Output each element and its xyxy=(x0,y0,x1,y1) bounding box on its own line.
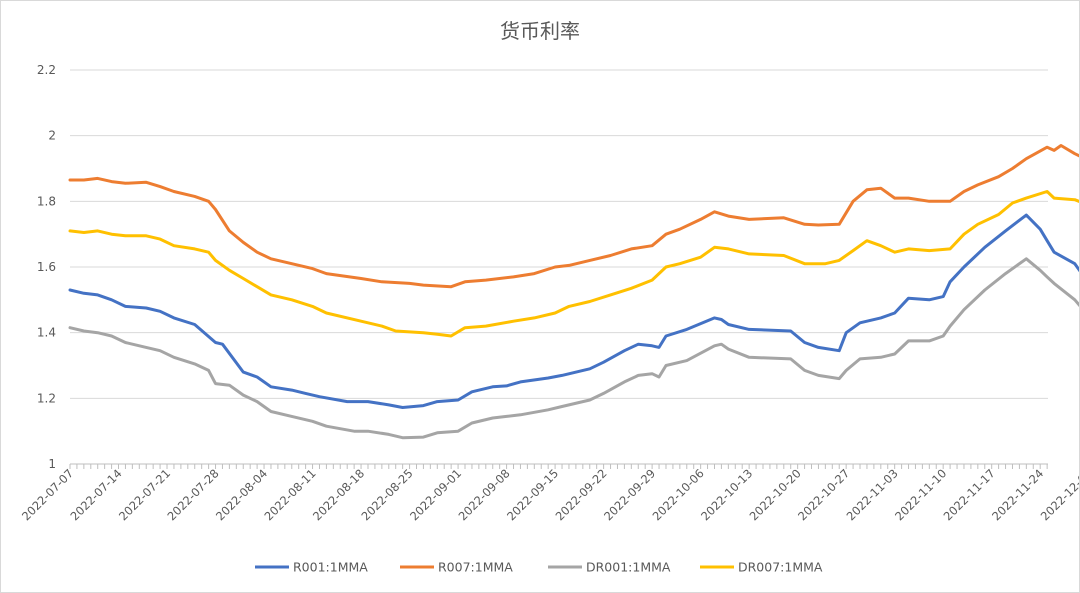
series-line xyxy=(68,213,1080,409)
y-tick-label: 1.4 xyxy=(37,326,56,340)
legend-item: R007:1MMA xyxy=(400,560,513,575)
legend-label: DR007:1MMA xyxy=(738,560,823,575)
legend-item: DR001:1MMA xyxy=(548,560,671,575)
y-tick-label: 1.6 xyxy=(37,260,56,274)
y-tick-label: 2.2 xyxy=(37,63,56,77)
series-line xyxy=(68,144,1080,289)
legend-item: DR007:1MMA xyxy=(700,560,823,575)
legend-item: R001:1MMA xyxy=(255,560,368,575)
axes: 11.21.41.61.822.22022-07-072022-07-14202… xyxy=(19,63,1080,523)
y-tick-label: 1.8 xyxy=(37,194,56,208)
legend: R001:1MMA R007:1MMA DR001:1MMA DR007:1MMA xyxy=(255,560,823,575)
legend-label: R001:1MMA xyxy=(293,560,368,575)
chart-title: 货币利率 xyxy=(500,19,580,43)
legend-label: R007:1MMA xyxy=(438,560,513,575)
series-line xyxy=(68,257,1080,440)
series-lines xyxy=(68,144,1080,440)
y-tick-label: 2 xyxy=(48,129,56,143)
legend-label: DR001:1MMA xyxy=(586,560,671,575)
y-tick-label: 1 xyxy=(48,457,56,471)
y-tick-label: 1.2 xyxy=(37,391,56,405)
series-line xyxy=(68,190,1080,338)
